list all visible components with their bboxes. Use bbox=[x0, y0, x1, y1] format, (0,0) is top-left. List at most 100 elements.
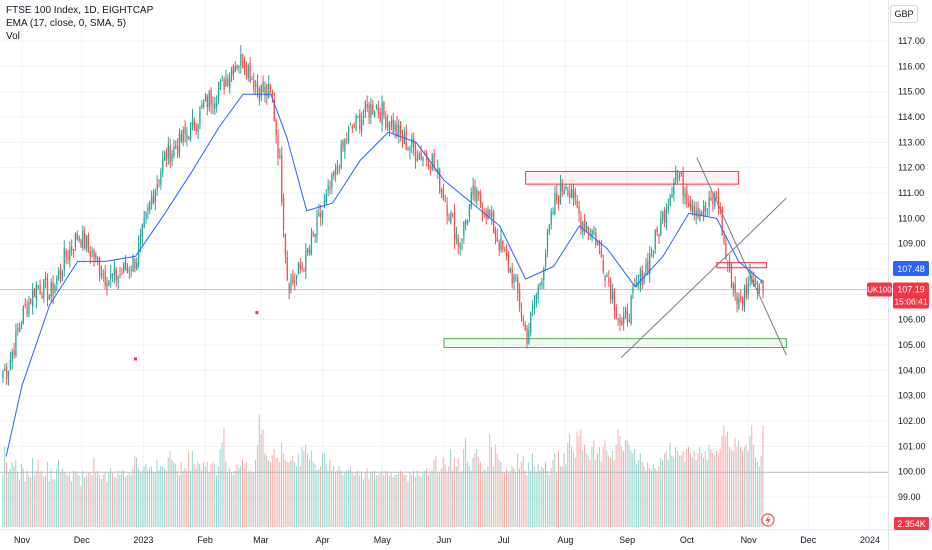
candle-body[interactable] bbox=[39, 284, 41, 294]
candle-body[interactable] bbox=[504, 248, 506, 250]
candle-body[interactable] bbox=[229, 76, 231, 88]
candle-body[interactable] bbox=[43, 279, 45, 299]
candle-body[interactable] bbox=[5, 366, 8, 380]
candle-body[interactable] bbox=[175, 145, 177, 149]
candle-body[interactable] bbox=[212, 104, 214, 107]
candle-body[interactable] bbox=[476, 189, 478, 202]
candle-body[interactable] bbox=[489, 209, 491, 217]
candle-body[interactable] bbox=[282, 198, 285, 231]
candle-body[interactable] bbox=[281, 155, 283, 202]
candle-body[interactable] bbox=[589, 235, 591, 237]
candle-body[interactable] bbox=[33, 288, 36, 298]
candle-body[interactable] bbox=[318, 212, 320, 217]
candle-body[interactable] bbox=[626, 309, 629, 322]
candle-body[interactable] bbox=[710, 197, 712, 201]
candle-body[interactable] bbox=[665, 209, 668, 224]
candle-body[interactable] bbox=[45, 277, 47, 280]
candle-body[interactable] bbox=[167, 143, 169, 159]
candle-body[interactable] bbox=[20, 324, 23, 329]
candle-body[interactable] bbox=[652, 250, 655, 254]
candle-body[interactable] bbox=[195, 127, 197, 131]
candle-body[interactable] bbox=[530, 312, 532, 333]
candle-body[interactable] bbox=[669, 194, 671, 206]
candle-body[interactable] bbox=[173, 146, 175, 157]
candle-body[interactable] bbox=[74, 233, 77, 247]
candle-body[interactable] bbox=[2, 370, 4, 379]
candle-body[interactable] bbox=[613, 289, 616, 311]
candle-body[interactable] bbox=[580, 216, 582, 230]
candle-body[interactable] bbox=[676, 173, 679, 175]
candle-body[interactable] bbox=[245, 68, 248, 76]
candle-body[interactable] bbox=[754, 280, 757, 285]
candle-body[interactable] bbox=[238, 65, 240, 67]
candle-body[interactable] bbox=[427, 159, 430, 168]
candle-body[interactable] bbox=[301, 265, 303, 268]
candle-body[interactable] bbox=[396, 123, 398, 137]
candle-body[interactable] bbox=[688, 203, 690, 207]
candle-body[interactable] bbox=[321, 210, 324, 218]
falling-trendline[interactable] bbox=[696, 157, 787, 356]
candle-body[interactable] bbox=[494, 229, 497, 237]
candle-body[interactable] bbox=[513, 275, 515, 283]
candle-body[interactable] bbox=[743, 288, 746, 308]
drawing-annotations[interactable] bbox=[0, 157, 888, 473]
candle-body[interactable] bbox=[544, 253, 547, 267]
candle-body[interactable] bbox=[561, 183, 563, 192]
candle-body[interactable] bbox=[528, 330, 530, 344]
candle-body[interactable] bbox=[154, 190, 156, 202]
candle-body[interactable] bbox=[654, 229, 656, 250]
candle-body[interactable] bbox=[491, 212, 493, 218]
currency-button[interactable]: GBP bbox=[890, 5, 918, 23]
candle-body[interactable] bbox=[727, 262, 729, 266]
candle-body[interactable] bbox=[518, 290, 521, 309]
candle-body[interactable] bbox=[189, 122, 192, 138]
candle-body[interactable] bbox=[548, 225, 550, 232]
resistance-zone-box[interactable] bbox=[525, 170, 740, 185]
candle-body[interactable] bbox=[54, 285, 56, 293]
candle-body[interactable] bbox=[463, 221, 465, 237]
candle-body[interactable] bbox=[80, 240, 82, 247]
candle-body[interactable] bbox=[243, 64, 246, 68]
candle-body[interactable] bbox=[113, 265, 116, 276]
candle-body[interactable] bbox=[268, 83, 270, 99]
candle-body[interactable] bbox=[344, 139, 346, 152]
candle-body[interactable] bbox=[203, 102, 205, 107]
candle-body[interactable] bbox=[197, 124, 199, 133]
candle-body[interactable] bbox=[531, 306, 534, 310]
candle-body[interactable] bbox=[72, 249, 75, 251]
candle-body[interactable] bbox=[576, 201, 578, 208]
candle-body[interactable] bbox=[418, 153, 420, 160]
candle-body[interactable] bbox=[762, 280, 764, 293]
candle-body[interactable] bbox=[342, 141, 344, 148]
candle-body[interactable] bbox=[334, 165, 337, 175]
candle-body[interactable] bbox=[474, 186, 476, 201]
candle-body[interactable] bbox=[582, 221, 584, 233]
candle-body[interactable] bbox=[35, 283, 38, 300]
candle-body[interactable] bbox=[388, 125, 391, 130]
candle-body[interactable] bbox=[156, 183, 158, 190]
candle-body[interactable] bbox=[736, 295, 738, 305]
candle-body[interactable] bbox=[608, 278, 610, 283]
candle-body[interactable] bbox=[91, 250, 93, 253]
candle-body[interactable] bbox=[686, 190, 688, 204]
candle-body[interactable] bbox=[658, 234, 660, 237]
candle-body[interactable] bbox=[230, 68, 233, 77]
candle-body[interactable] bbox=[416, 158, 419, 161]
candle-body[interactable] bbox=[546, 231, 549, 252]
candle-body[interactable] bbox=[691, 206, 694, 213]
candle-body[interactable] bbox=[400, 121, 402, 135]
candle-body[interactable] bbox=[598, 241, 601, 248]
candle-body[interactable] bbox=[232, 65, 235, 75]
candle-body[interactable] bbox=[557, 196, 560, 205]
candle-body[interactable] bbox=[307, 248, 309, 253]
candle-body[interactable] bbox=[723, 237, 725, 242]
candle-body[interactable] bbox=[242, 54, 244, 68]
candle-body[interactable] bbox=[714, 193, 716, 207]
candle-body[interactable] bbox=[186, 134, 188, 138]
candle-body[interactable] bbox=[511, 268, 513, 284]
candle-body[interactable] bbox=[310, 235, 313, 254]
candle-body[interactable] bbox=[100, 273, 103, 277]
candle-body[interactable] bbox=[466, 219, 469, 224]
candle-body[interactable] bbox=[483, 214, 485, 216]
candle-body[interactable] bbox=[98, 258, 101, 275]
